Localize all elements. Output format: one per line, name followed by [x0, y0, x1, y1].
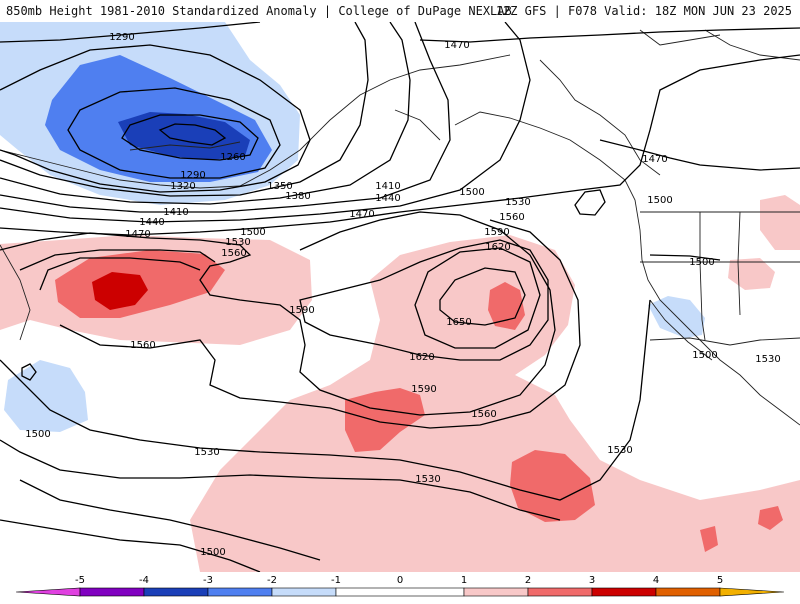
contour-label: 1620: [409, 352, 434, 363]
contour-label: 1440: [375, 193, 400, 204]
colorbar-tick-label: 1: [461, 575, 467, 586]
contour-label: 1650: [446, 317, 471, 328]
anomaly-colorbar: -5 -4 -3 -2 -1 0 1 2 3 4 5: [0, 572, 800, 600]
contour-label: 1470: [125, 229, 150, 240]
contour-labels: 1290 1470 1470 1260 1290 1320 1350 1380 …: [25, 32, 780, 558]
contour-label: 1590: [484, 227, 509, 238]
colorbar-tick-label: 5: [717, 575, 723, 586]
colorbar-segment: [463, 587, 529, 597]
contour-label: 1560: [471, 409, 496, 420]
colorbar-tick-label: 0: [397, 575, 403, 586]
coastlines: [0, 29, 800, 426]
map-header: 850mb Height 1981-2010 Standardized Anom…: [0, 0, 800, 22]
contour-label: 1590: [289, 305, 314, 316]
colorbar-tick-label: -4: [139, 575, 149, 586]
contour-label: 1380: [285, 191, 310, 202]
contour-label: 1290: [109, 32, 134, 43]
contour-label: 1470: [444, 40, 469, 51]
contour-label: 1530: [225, 237, 250, 248]
colorbar-tick-labels: -5 -4 -3 -2 -1 0 1 2 3 4 5: [75, 575, 723, 586]
contour-label: 1500: [200, 547, 225, 558]
contour-label: 1560: [221, 248, 246, 259]
contour-label: 1500: [459, 187, 484, 198]
colorbar-segment: [15, 587, 81, 597]
contour-label: 1500: [692, 350, 717, 361]
contour-label: 1560: [499, 212, 524, 223]
contour-label: 1560: [130, 340, 155, 351]
model-valid-time: 12Z GFS | F078 Valid: 18Z MON JUN 23 202…: [495, 4, 792, 18]
contour-label: 1500: [689, 257, 714, 268]
colorbar-segments: [15, 587, 785, 597]
colorbar-tick-label: 3: [589, 575, 595, 586]
colorbar-segment: [719, 587, 785, 597]
colorbar-segment: [527, 587, 593, 597]
colorbar-segment: [271, 587, 337, 597]
colorbar-tick-label: 4: [653, 575, 659, 586]
contour-label: 1500: [240, 227, 265, 238]
contour-label: 1470: [642, 154, 667, 165]
anomaly-map: 1290 1470 1470 1260 1290 1320 1350 1380 …: [0, 22, 800, 572]
contour-label: 1530: [415, 474, 440, 485]
colorbar-tick-label: 2: [525, 575, 531, 586]
colorbar-segment: [207, 587, 273, 597]
colorbar-tick-label: -2: [267, 575, 277, 586]
contour-label: 1350: [267, 181, 292, 192]
colorbar-tick-label: -5: [75, 575, 85, 586]
contour-label: 1320: [170, 181, 195, 192]
contour-label: 1590: [411, 384, 436, 395]
colorbar-tick-label: -3: [203, 575, 213, 586]
contour-label: 1260: [220, 152, 245, 163]
contour-label: 1470: [349, 209, 374, 220]
positive-anomaly-shading: [0, 195, 800, 572]
product-title: 850mb Height 1981-2010 Standardized Anom…: [6, 4, 512, 18]
contour-label: 1500: [25, 429, 50, 440]
colorbar-segment: [335, 587, 465, 597]
contour-label: 1500: [647, 195, 672, 206]
contour-label: 1530: [505, 197, 530, 208]
contour-label: 1620: [485, 242, 510, 253]
contour-label: 1440: [139, 217, 164, 228]
height-contours: [0, 22, 800, 572]
colorbar-segment: [79, 587, 145, 597]
contour-label: 1410: [375, 181, 400, 192]
contour-label: 1410: [163, 207, 188, 218]
colorbar-tick-label: -1: [331, 575, 341, 586]
contour-label: 1530: [607, 445, 632, 456]
negative-anomaly-shading: [0, 22, 705, 432]
colorbar-segment: [143, 587, 209, 597]
contour-label: 1290: [180, 170, 205, 181]
contour-label: 1530: [755, 354, 780, 365]
contour-label: 1530: [194, 447, 219, 458]
colorbar-segment: [591, 587, 657, 597]
colorbar-segment: [655, 587, 721, 597]
